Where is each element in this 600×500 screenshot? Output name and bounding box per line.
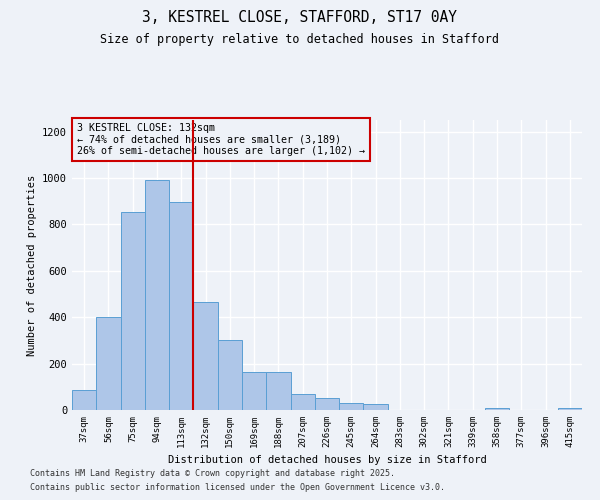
Bar [193, 302, 218, 410]
X-axis label: Distribution of detached houses by size in Stafford: Distribution of detached houses by size … [167, 456, 487, 466]
Bar [364, 404, 388, 410]
Bar [339, 402, 364, 410]
Bar [72, 390, 96, 410]
Bar [169, 202, 193, 410]
Bar [96, 317, 121, 410]
Bar [558, 408, 582, 410]
Text: Contains HM Land Registry data © Crown copyright and database right 2025.: Contains HM Land Registry data © Crown c… [30, 468, 395, 477]
Bar [266, 372, 290, 410]
Text: 3, KESTREL CLOSE, STAFFORD, ST17 0AY: 3, KESTREL CLOSE, STAFFORD, ST17 0AY [143, 10, 458, 25]
Bar [121, 212, 145, 410]
Text: Contains public sector information licensed under the Open Government Licence v3: Contains public sector information licen… [30, 484, 445, 492]
Bar [218, 340, 242, 410]
Bar [315, 398, 339, 410]
Bar [485, 408, 509, 410]
Bar [242, 372, 266, 410]
Bar [145, 180, 169, 410]
Bar [290, 394, 315, 410]
Text: 3 KESTREL CLOSE: 132sqm
← 74% of detached houses are smaller (3,189)
26% of semi: 3 KESTREL CLOSE: 132sqm ← 74% of detache… [77, 123, 365, 156]
Text: Size of property relative to detached houses in Stafford: Size of property relative to detached ho… [101, 32, 499, 46]
Y-axis label: Number of detached properties: Number of detached properties [26, 174, 37, 356]
